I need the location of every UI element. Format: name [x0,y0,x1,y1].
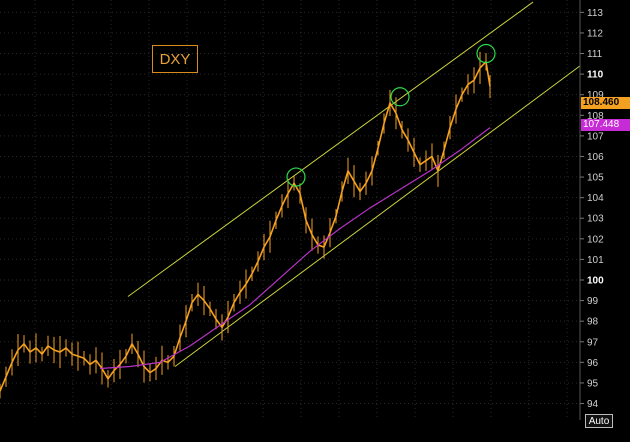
y-tick-label: 108 [587,111,604,122]
trend-channel [127,1,581,367]
y-tick-label: 104 [587,193,604,204]
y-tick-label: 99 [587,296,599,307]
y-tick-label: 102 [587,234,604,245]
peak-marker [476,43,496,64]
chart-title: DXY [152,45,198,73]
y-tick-label: 95 [587,378,599,389]
last-price-badge: 108.460 [581,97,630,109]
auto-scale-button[interactable]: Auto [585,414,613,428]
y-tick-label: 96 [587,358,599,369]
y-tick-label: 101 [587,255,604,266]
y-tick-label: 94 [587,399,599,410]
peak-markers [286,43,496,187]
y-tick-label: 107 [587,131,604,142]
grid-lines [0,0,580,420]
y-tick-label: 98 [587,317,599,328]
y-tick-label: 106 [587,152,604,163]
peak-marker [390,87,410,107]
y-tick-label: 97 [587,337,599,348]
y-tick-label: 113 [587,8,603,19]
moving-average-line [99,127,491,370]
moving-average-badge: 107.448 [581,119,630,131]
y-tick-label: 100 [587,276,604,287]
peak-marker [286,167,306,187]
y-tick-label: 111 [587,49,603,60]
y-tick-label: 103 [587,214,604,225]
y-tick-label: 109 [587,90,604,101]
y-tick-label: 105 [587,173,604,184]
moving-average-series [99,127,491,370]
price-series [0,51,491,399]
y-tick-label: 110 [587,70,604,81]
channel-lower-line [174,65,581,367]
y-axis: 94 95 96 97 98 99 100 101 102 103 104 105 106 107 108 1… [579,0,604,420]
y-tick-label: 112 [587,28,603,39]
channel-upper-line [127,1,534,297]
